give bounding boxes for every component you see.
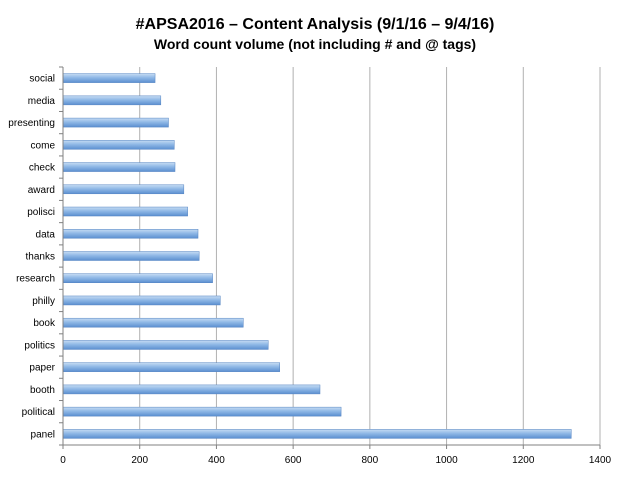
bar-paper	[62, 362, 280, 372]
bar-data	[62, 229, 199, 239]
y-tick-label: award	[28, 185, 55, 196]
y-tick-label: thanks	[26, 252, 55, 263]
x-tick-label: 200	[131, 455, 148, 466]
bar-book	[62, 317, 244, 328]
bar-presenting	[62, 117, 169, 128]
x-tick-label: 1400	[589, 455, 612, 466]
bar-political	[62, 406, 342, 417]
x-tick-label: 600	[285, 455, 302, 466]
y-tick-label: presenting	[8, 118, 55, 129]
y-tick-label: data	[36, 229, 56, 240]
x-tick-label: 1200	[512, 455, 535, 466]
y-tick-label: research	[16, 274, 55, 285]
x-tick-label: 400	[208, 455, 225, 466]
x-tick-label: 0	[60, 455, 66, 466]
y-tick-label: philly	[32, 296, 55, 307]
x-tick-label: 800	[362, 455, 379, 466]
bar-social	[62, 73, 156, 83]
bar-thanks	[62, 251, 200, 261]
chart-title: #APSA2016 – Content Analysis (9/1/16 – 9…	[136, 16, 495, 33]
bar-media	[62, 95, 162, 106]
y-tick-label: paper	[29, 363, 55, 374]
bar-come	[62, 140, 175, 150]
axes: 0 200 400 600 800 1000 1200 1400 social media pres…	[8, 66, 612, 466]
bar-booth	[62, 384, 321, 395]
bar-philly	[62, 295, 221, 306]
chart-subtitle: Word count volume (not including # and @…	[154, 36, 476, 52]
x-tick-label: 1000	[435, 455, 458, 466]
y-tick-label: check	[29, 163, 56, 174]
bar-polisci	[62, 206, 188, 217]
y-tick-label: social	[29, 74, 55, 85]
bar-research	[62, 273, 213, 283]
gridlines	[139, 67, 601, 445]
y-tick-label: media	[28, 96, 56, 107]
bar-check	[62, 162, 176, 172]
bar-award	[62, 184, 185, 195]
y-tick-label: come	[31, 140, 56, 151]
y-tick-label: book	[33, 318, 56, 329]
bar-politics	[62, 340, 269, 350]
y-tick-label: politics	[24, 340, 55, 351]
y-tick-label: panel	[31, 429, 55, 440]
bar-panel	[62, 429, 572, 439]
y-tick-label: booth	[30, 385, 55, 396]
y-tick-label: political	[22, 407, 55, 418]
y-tick-label: polisci	[27, 207, 55, 218]
